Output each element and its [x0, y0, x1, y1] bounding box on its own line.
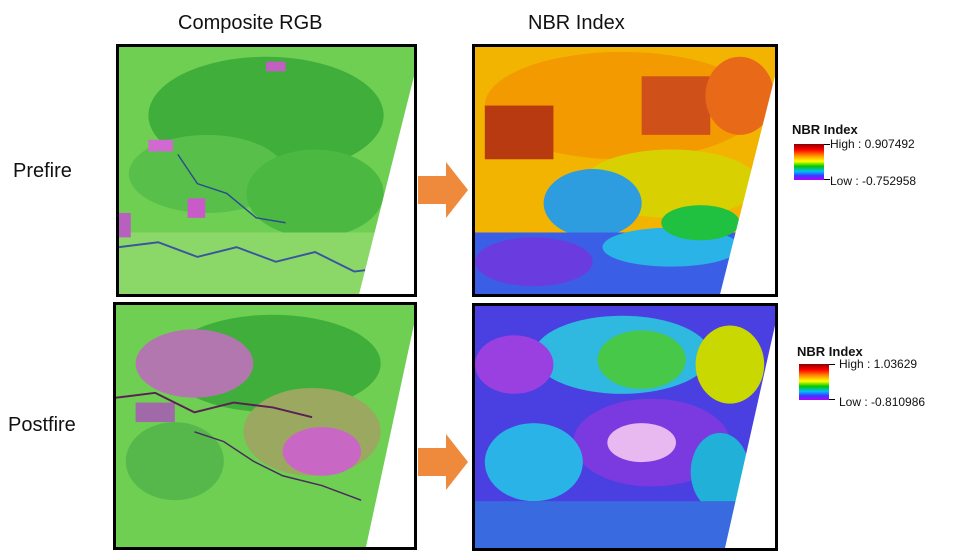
- postfire-legend-color-ramp: [799, 364, 829, 400]
- prefire-legend-high: High : 0.907492: [830, 137, 915, 151]
- postfire-nbr-legend: NBR Index High : 1.03629 Low : -0.810986: [795, 344, 955, 424]
- postfire-composite-image: [116, 305, 414, 547]
- prefire-legend-title: NBR Index: [792, 122, 858, 137]
- postfire-legend-high: High : 1.03629: [839, 357, 918, 371]
- postfire-legend-low-tick: [829, 399, 835, 400]
- prefire-nbr-image: [475, 47, 775, 294]
- prefire-arrow-icon: [418, 162, 468, 218]
- prefire-legend-color-ramp: [794, 144, 824, 180]
- prefire-nbr-map: [472, 44, 778, 297]
- postfire-arrow-icon: [418, 434, 468, 490]
- postfire-composite-map: [113, 302, 417, 550]
- prefire-nbr-legend: NBR Index High : 0.907492 Low : -0.75295…: [790, 122, 955, 202]
- nbr-index-column-title: NBR Index: [528, 12, 625, 34]
- prefire-row-label: Prefire: [13, 160, 72, 182]
- composite-rgb-column-title: Composite RGB: [178, 12, 323, 34]
- prefire-legend-low: Low : -0.752958: [830, 174, 917, 188]
- postfire-legend-low: Low : -0.810986: [839, 395, 926, 409]
- prefire-composite-image: [119, 47, 414, 294]
- prefire-composite-map: [116, 44, 417, 297]
- prefire-legend-high-tick: [824, 144, 830, 145]
- postfire-legend-title: NBR Index: [797, 344, 863, 359]
- postfire-nbr-map: [472, 303, 778, 551]
- postfire-legend-high-tick: [829, 364, 835, 365]
- postfire-nbr-image: [475, 306, 775, 548]
- prefire-legend-low-tick: [824, 179, 830, 180]
- postfire-row-label: Postfire: [8, 414, 76, 436]
